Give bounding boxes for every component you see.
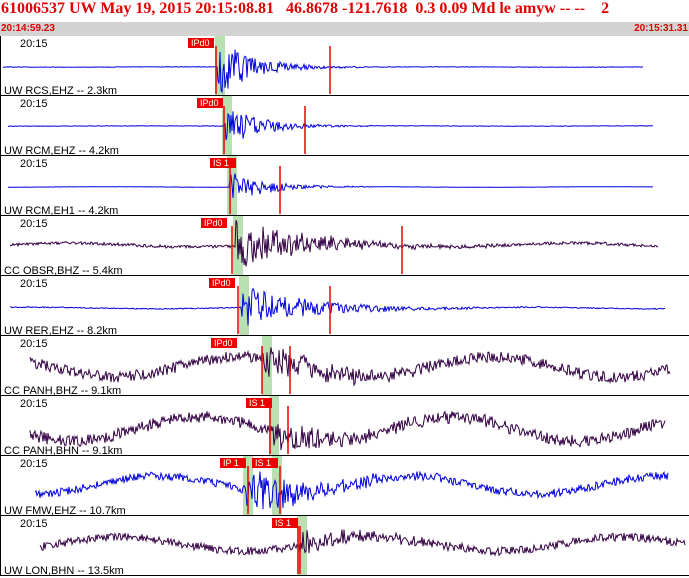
channel-panel: 20:15 UW RCM,EHZ -- 4.2km IPd0 bbox=[0, 96, 689, 157]
pick-band bbox=[272, 456, 282, 516]
channel-label: CC PANH,BHZ -- 9.1km bbox=[4, 385, 121, 397]
phase-tag bbox=[197, 98, 223, 108]
channel-label: CC PANH,BHN -- 9.1km bbox=[4, 445, 122, 457]
time-label: 20:15 bbox=[20, 98, 48, 110]
time-range-bar: 20:14:59.23 20:15:31.31 bbox=[0, 22, 689, 36]
phase-tag bbox=[209, 278, 235, 288]
phase-label: IS 1 bbox=[255, 458, 271, 468]
phase-tag bbox=[201, 218, 227, 228]
header: 61006537 UW May 19, 2015 20:15:08.81 46.… bbox=[0, 0, 689, 36]
time-label: 20:15 bbox=[20, 218, 48, 230]
phase-tag bbox=[246, 398, 272, 408]
pick-band bbox=[269, 396, 279, 456]
waveform-trace bbox=[29, 347, 671, 387]
phase-tag bbox=[220, 458, 246, 468]
channel-panel: 20:15 UW FMW,EHZ -- 10.7km IP 1 IS 1 bbox=[0, 456, 689, 517]
channel-label: CC OBSR,BHZ -- 5.4km bbox=[4, 265, 123, 277]
channel-label: UW RCS,EHZ -- 2.3km bbox=[4, 85, 117, 97]
phase-tag bbox=[211, 338, 237, 348]
time-label: 20:15 bbox=[20, 38, 48, 50]
time-label: 20:15 bbox=[20, 278, 48, 290]
phase-label: IPd0 bbox=[212, 278, 231, 288]
channel-label: UW FMW,EHZ -- 10.7km bbox=[4, 505, 126, 517]
waveform-trace bbox=[34, 470, 669, 510]
channel-panel: 20:15 CC PANH,BHN -- 9.1km IS 1 bbox=[0, 396, 689, 457]
time-label: 20:15 bbox=[20, 518, 48, 530]
phase-label: IS 1 bbox=[275, 518, 291, 528]
time-start: 20:14:59.23 bbox=[1, 23, 55, 34]
channel-label: UW LON,BHN -- 13.5km bbox=[4, 565, 124, 577]
waveform-trace bbox=[29, 410, 666, 451]
channel-panel: 20:15 UW LON,BHN -- 13.5km IS 1 bbox=[0, 516, 689, 577]
waveform-trace bbox=[39, 529, 686, 557]
phase-tag bbox=[188, 38, 214, 48]
phase-label: IP 1 bbox=[223, 458, 239, 468]
phase-label: IPd0 bbox=[200, 98, 219, 108]
channel-panel: 20:15 CC OBSR,BHZ -- 5.4km IPd0 bbox=[0, 216, 689, 277]
channel-panel: 20:15 UW RER,EHZ -- 8.2km IPd0 bbox=[0, 276, 689, 337]
channel-panel: 20:15 CC PANH,BHZ -- 9.1km IPd0 bbox=[0, 336, 689, 397]
phase-label: IPd0 bbox=[204, 218, 223, 228]
event-title: 61006537 UW May 19, 2015 20:15:08.81 46.… bbox=[1, 0, 610, 17]
phase-label: IPd0 bbox=[214, 338, 233, 348]
waveform-trace bbox=[7, 111, 654, 141]
channel-label: UW RCM,EHZ -- 4.2km bbox=[4, 145, 119, 157]
waveform-trace bbox=[10, 287, 666, 326]
channel-label: UW RER,EHZ -- 8.2km bbox=[4, 325, 117, 337]
waveform-trace bbox=[9, 220, 659, 267]
channel-panel: 20:15 UW RCM,EH1 -- 4.2km IS 1 bbox=[0, 156, 689, 217]
channel-label: UW RCM,EH1 -- 4.2km bbox=[4, 205, 118, 217]
phase-tag bbox=[210, 158, 236, 168]
phase-tag bbox=[272, 518, 298, 528]
time-label: 20:15 bbox=[20, 458, 48, 470]
phase-label: IS 1 bbox=[213, 158, 229, 168]
waveform-trace bbox=[3, 49, 644, 94]
phase-label: IPd0 bbox=[191, 38, 210, 48]
pick-band bbox=[262, 336, 272, 396]
waveform-trace bbox=[7, 173, 654, 198]
phase-label: IS 1 bbox=[249, 398, 265, 408]
time-label: 20:15 bbox=[20, 398, 48, 410]
time-label: 20:15 bbox=[20, 338, 48, 350]
time-label: 20:15 bbox=[20, 158, 48, 170]
phase-tag bbox=[252, 458, 278, 468]
channel-panel: 20:15 UW RCS,EHZ -- 2.3km IPd0 bbox=[0, 36, 689, 97]
time-end: 20:15:31.31 bbox=[634, 23, 688, 34]
